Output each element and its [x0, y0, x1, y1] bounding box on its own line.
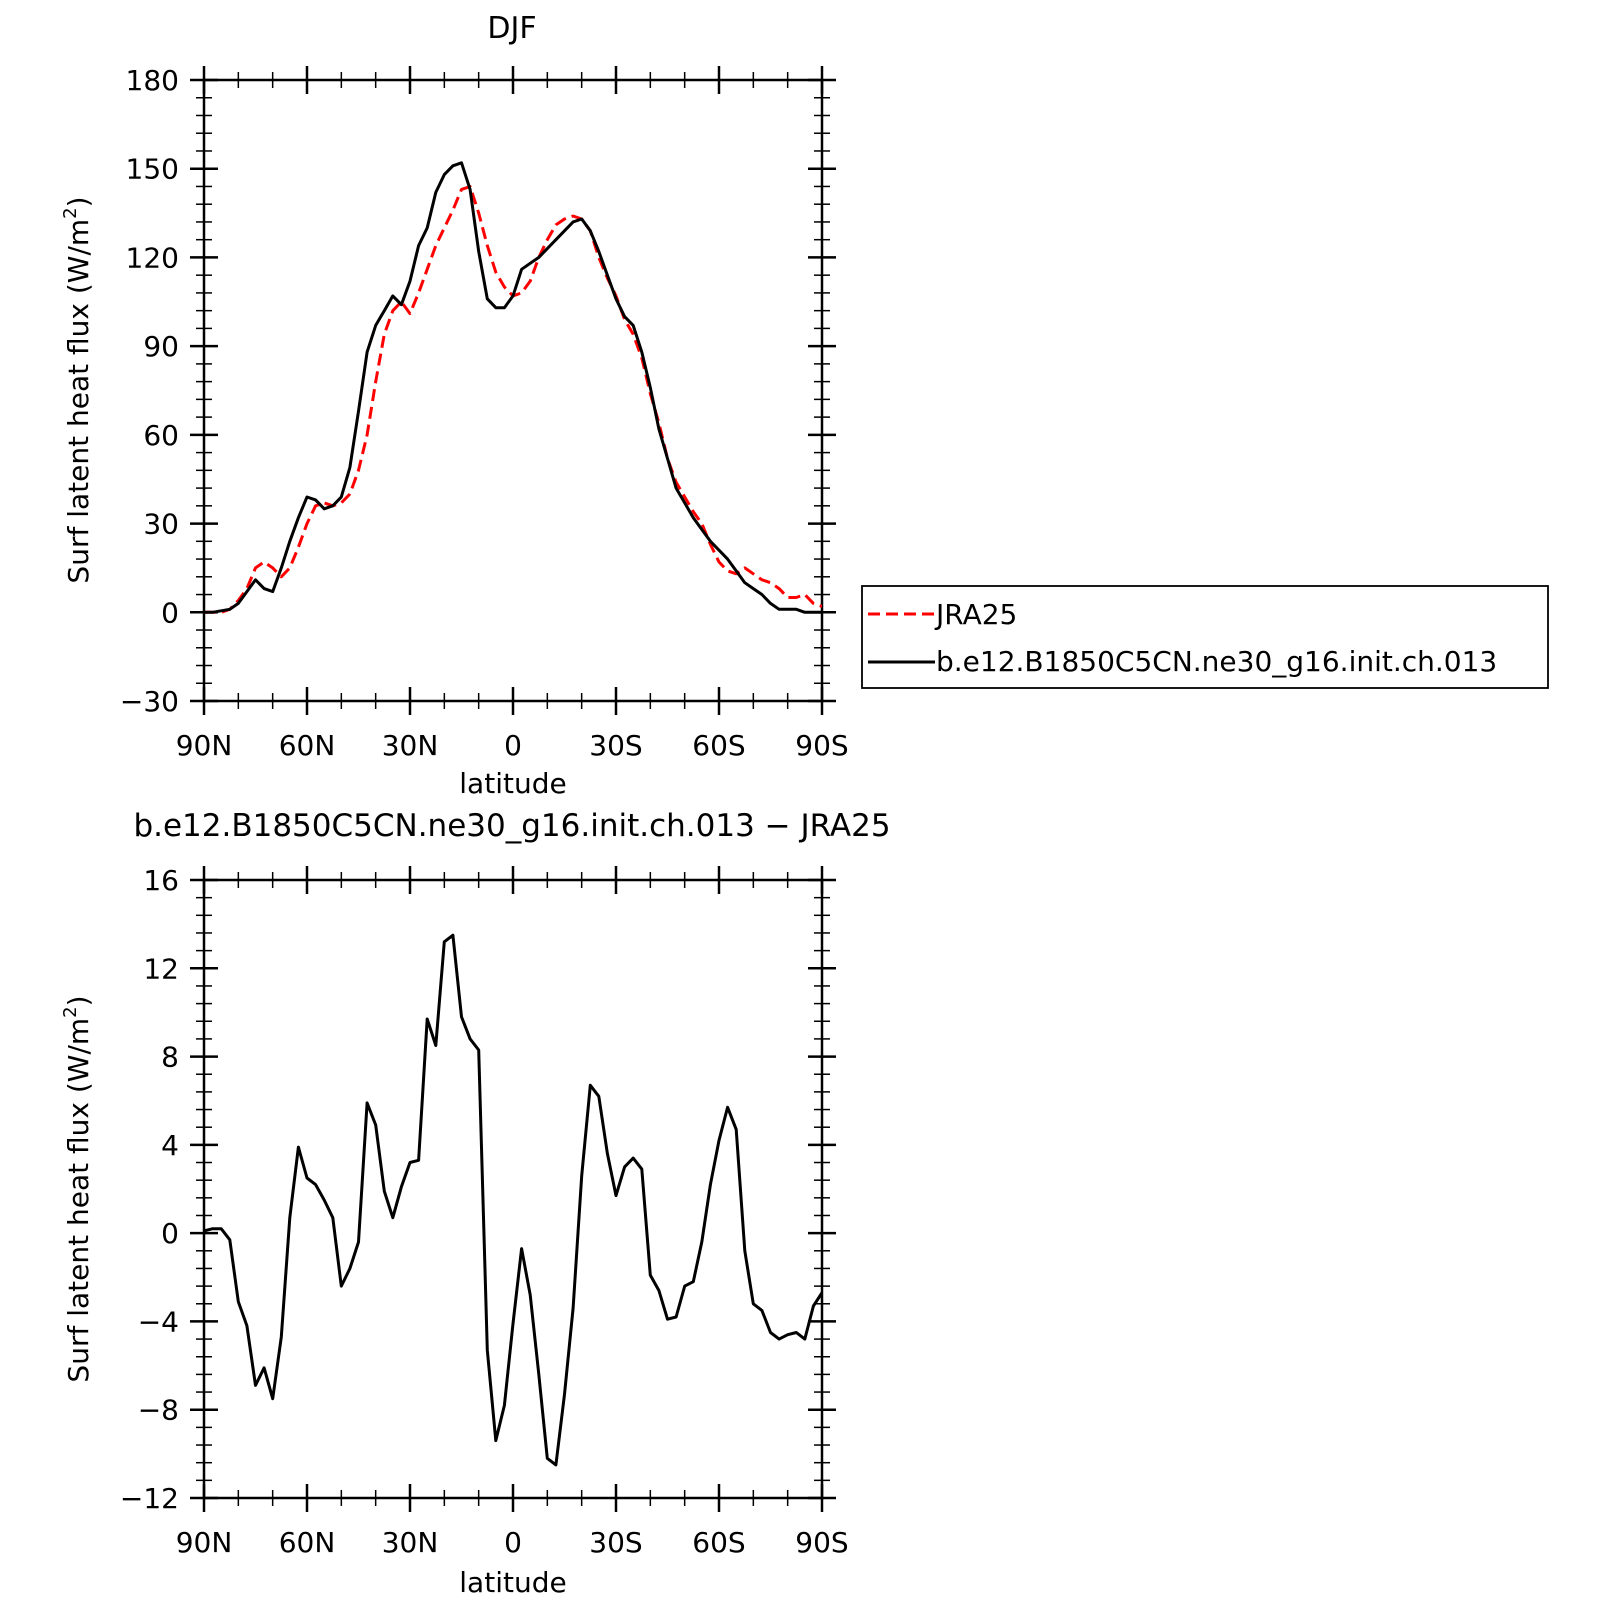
bottom-series: [204, 933, 822, 1467]
bottom-xtick-label: 90N: [176, 1526, 233, 1559]
top-ytick-label: 90: [143, 330, 179, 363]
bottom-xtick-label: 30S: [589, 1526, 642, 1559]
legend-label-model: b.e12.B1850C5CN.ne30_g16.init.ch.013: [936, 645, 1497, 678]
top-title: DJF: [487, 11, 536, 46]
top-xlabel: latitude: [459, 767, 566, 800]
legend: JRA25 b.e12.B1850C5CN.ne30_g16.init.ch.0…: [861, 585, 1549, 689]
top-xtick-label: 0: [504, 729, 522, 762]
bottom-ylabel-sup: 2: [60, 1006, 81, 1017]
top-ytick-label: 30: [143, 508, 179, 541]
bottom-ytick-label: 0: [161, 1217, 179, 1250]
top-xtick-label: 90S: [795, 729, 848, 762]
legend-label-jra25: JRA25: [934, 598, 1017, 631]
top-series-line-1: [204, 161, 822, 614]
top-ytick-label: 180: [126, 64, 179, 97]
top-panel: DJF −30 0 30 60 90 120 150 180 90N 60N 30N 0 30S 60S…: [60, 11, 1549, 800]
bottom-ytick-labels: −12 −8 −4 0 4 8 12 16: [120, 864, 179, 1515]
bottom-xtick-label: 30N: [382, 1526, 439, 1559]
bottom-xtick-label: 60S: [692, 1526, 745, 1559]
bottom-xtick-label: 60N: [279, 1526, 336, 1559]
bottom-ylabel-end: ): [62, 995, 95, 1006]
top-ylabel: Surf latent heat flux (W/m2): [60, 196, 95, 583]
bottom-ytick-label: −4: [138, 1305, 179, 1338]
top-ytick-label: 120: [126, 241, 179, 274]
top-xtick-label: 60S: [692, 729, 745, 762]
top-ytick-label: −30: [120, 685, 179, 718]
top-plot-frame: [202, 78, 824, 703]
bottom-ytick-label: −8: [138, 1394, 179, 1427]
bottom-plot-frame: [202, 878, 824, 1500]
top-ytick-label: 0: [161, 596, 179, 629]
top-xtick-label: 30S: [589, 729, 642, 762]
bottom-xtick-label: 0: [504, 1526, 522, 1559]
bottom-ytick-label: 4: [161, 1129, 179, 1162]
bottom-title: b.e12.B1850C5CN.ne30_g16.init.ch.013 − J…: [133, 808, 890, 844]
top-xtick-labels: 90N 60N 30N 0 30S 60S 90S: [176, 729, 849, 762]
top-ylabel-end: ): [62, 196, 95, 207]
bottom-xlabel: latitude: [459, 1566, 566, 1599]
bottom-ytick-label: 16: [143, 864, 179, 897]
top-ticks: [190, 66, 836, 715]
top-series-line-0: [204, 185, 822, 614]
bottom-series-line-0: [204, 933, 822, 1467]
top-ytick-label: 150: [126, 153, 179, 186]
top-ytick-label: 60: [143, 419, 179, 452]
top-ylabel-main: Surf latent heat flux (W/m: [62, 219, 95, 584]
top-ylabel-sup: 2: [60, 207, 81, 218]
top-series: [204, 161, 822, 614]
bottom-ylabel: Surf latent heat flux (W/m2): [60, 995, 95, 1382]
bottom-ticks: [190, 866, 836, 1512]
bottom-ytick-label: 12: [143, 952, 179, 985]
bottom-ylabel-main: Surf latent heat flux (W/m: [62, 1018, 95, 1383]
top-xtick-label: 30N: [382, 729, 439, 762]
bottom-xtick-labels: 90N 60N 30N 0 30S 60S 90S: [176, 1526, 849, 1559]
bottom-ytick-label: −12: [120, 1482, 179, 1515]
bottom-xtick-label: 90S: [795, 1526, 848, 1559]
legend-box: [861, 585, 1549, 689]
bottom-ytick-label: 8: [161, 1041, 179, 1074]
top-xtick-label: 60N: [279, 729, 336, 762]
top-ytick-labels: −30 0 30 60 90 120 150 180: [120, 64, 179, 718]
bottom-panel: b.e12.B1850C5CN.ne30_g16.init.ch.013 − J…: [60, 808, 891, 1599]
top-xtick-label: 90N: [176, 729, 233, 762]
